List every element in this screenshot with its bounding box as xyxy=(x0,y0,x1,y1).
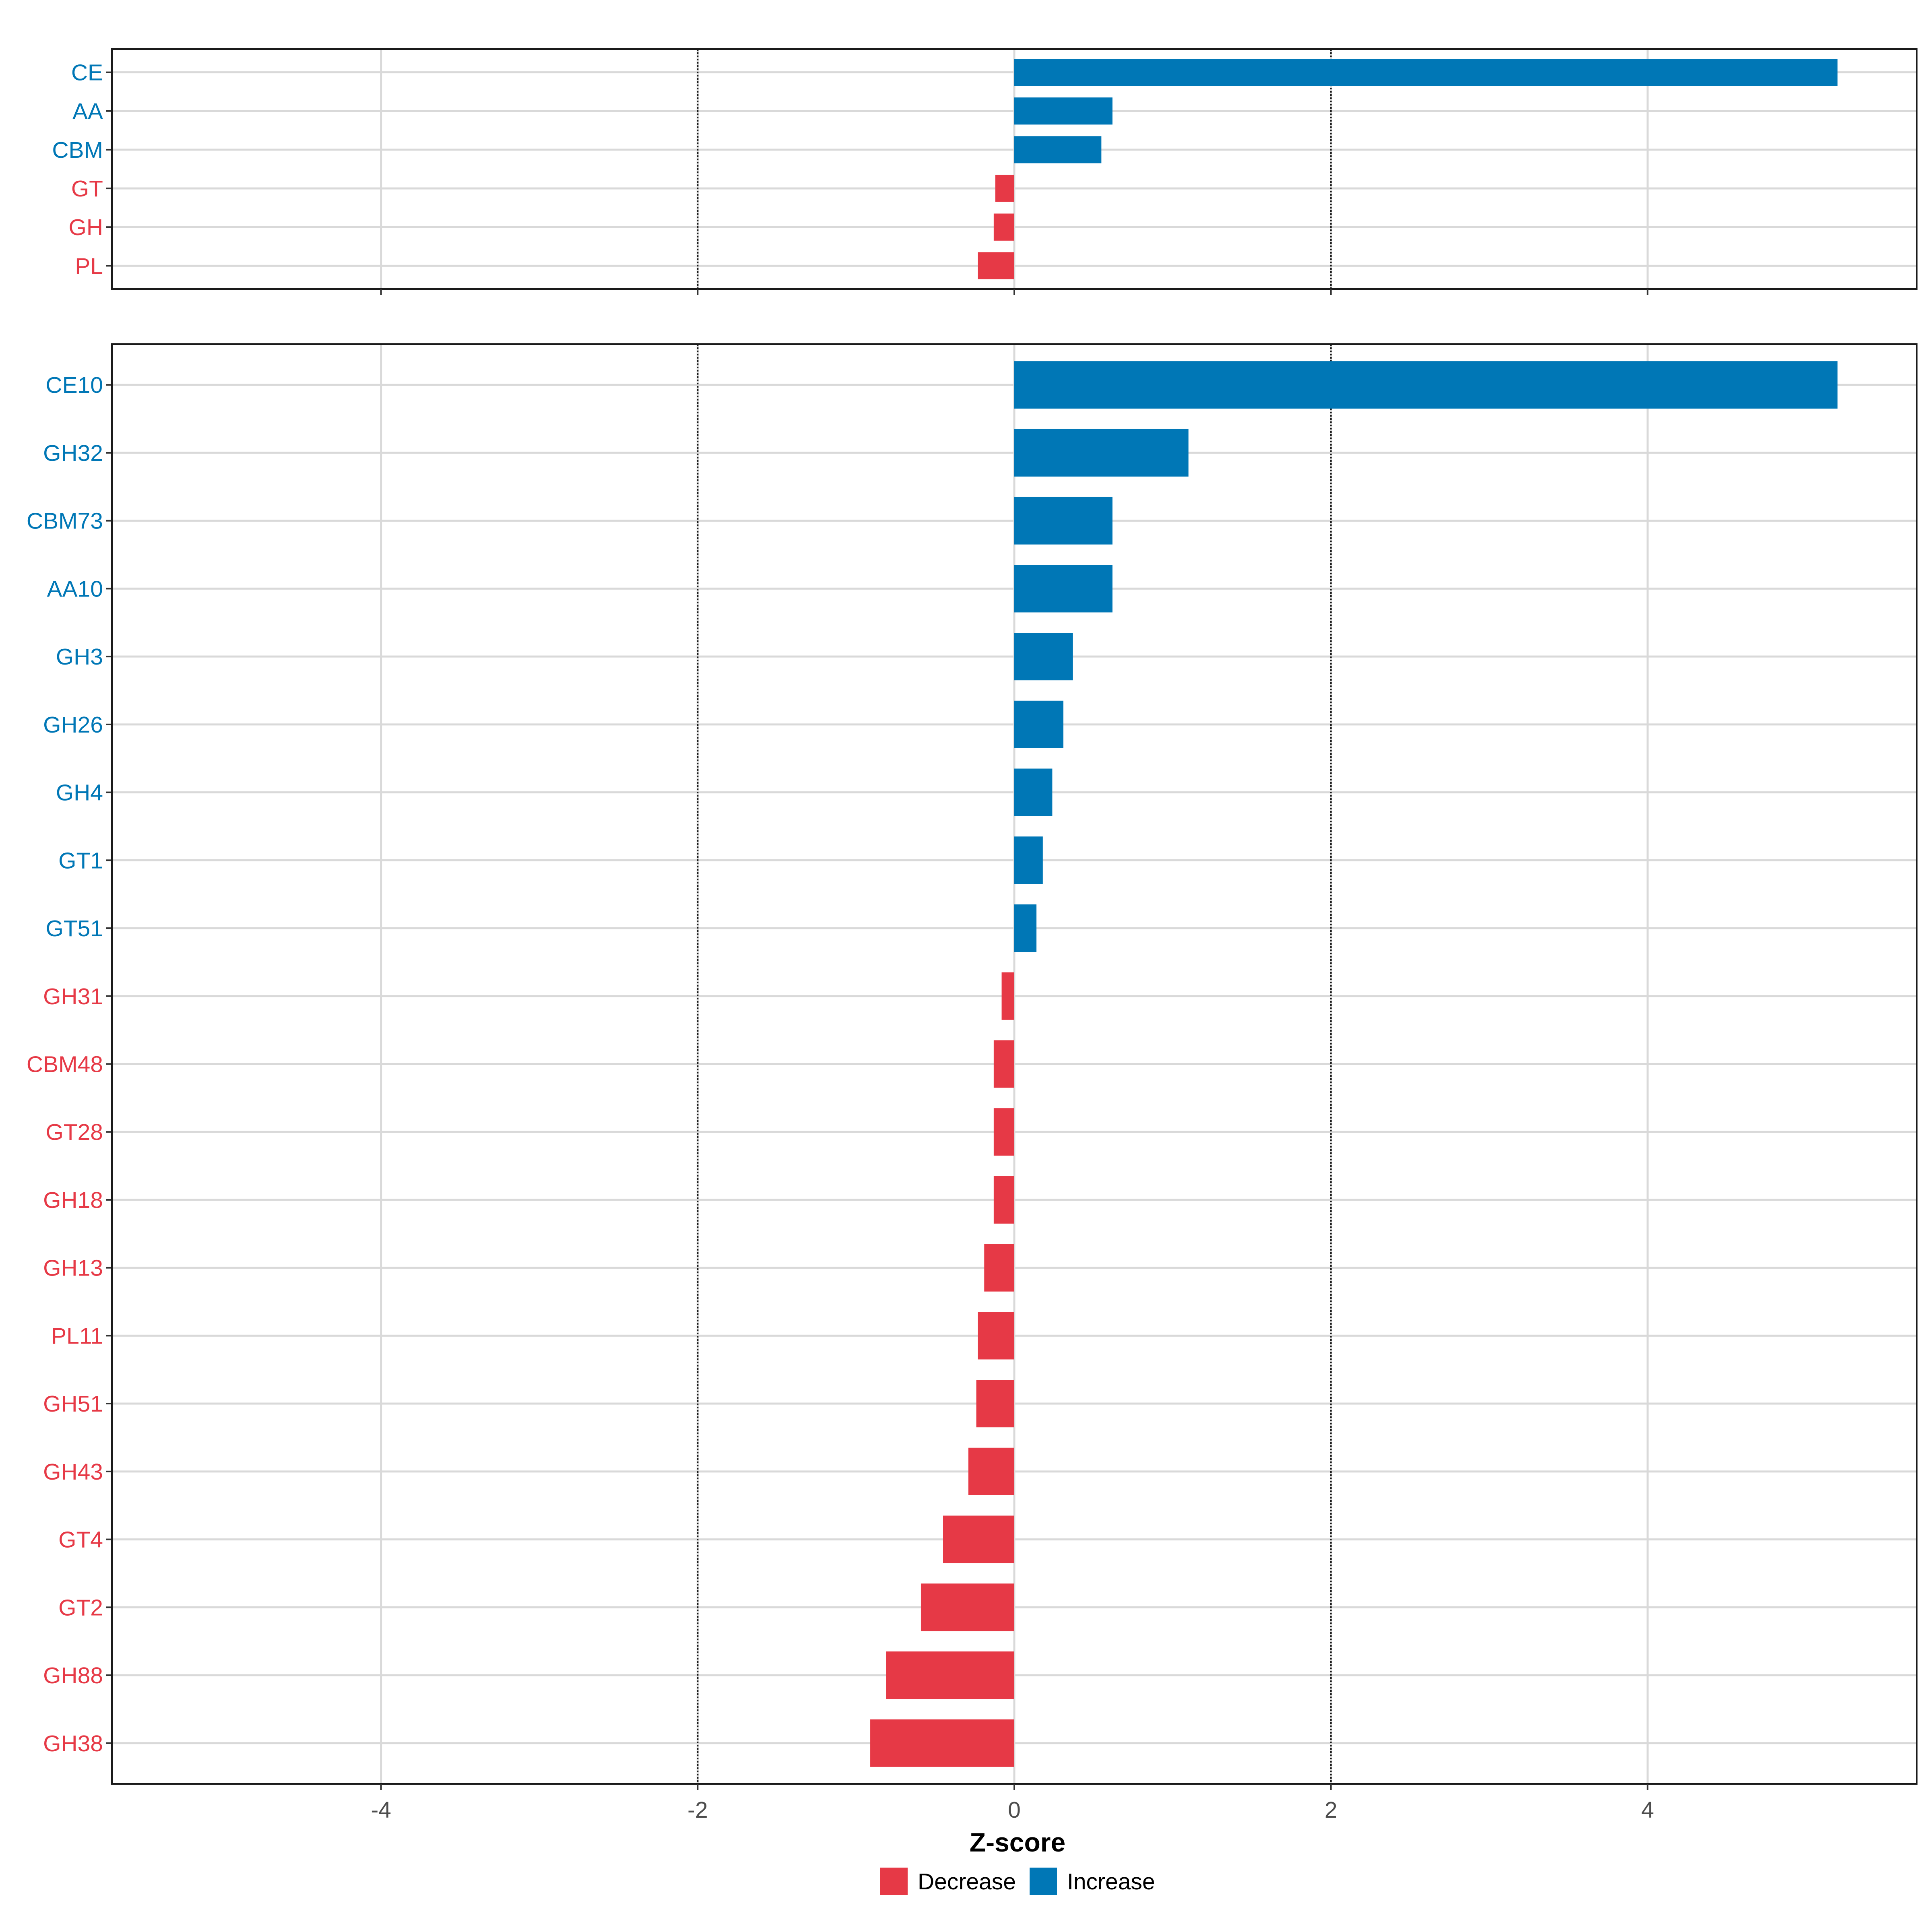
bar-aa10 xyxy=(1014,565,1113,613)
y-tick-label: GH xyxy=(69,215,103,240)
bar-pl11 xyxy=(978,1312,1014,1360)
y-tick-label: PL xyxy=(75,253,103,279)
bar-gt51 xyxy=(1014,904,1037,952)
y-tick-label: GH31 xyxy=(43,984,103,1009)
bar-cbm48 xyxy=(993,1040,1014,1088)
bar-aa xyxy=(1014,97,1113,125)
legend: Decrease Increase xyxy=(880,1868,1155,1895)
y-tick-label: CBM xyxy=(52,137,103,163)
y-tick-label: PL11 xyxy=(51,1323,103,1349)
bar-gh38 xyxy=(870,1719,1014,1767)
x-axis: -4 -2 0 2 4 xyxy=(371,1797,1654,1823)
x-tick-label: -4 xyxy=(371,1797,391,1823)
bar-gh31 xyxy=(1001,972,1014,1020)
y-tick-label: GH3 xyxy=(56,644,103,670)
y-tick-label: GT28 xyxy=(45,1119,103,1145)
panels: CE AA CBM GT GH PL CE10 GH32 CBM73 AA10 GH3 GH26 GH4… xyxy=(27,48,1918,1790)
y-tick-label: GH32 xyxy=(43,440,103,466)
y-tick-label: GH43 xyxy=(43,1459,103,1485)
bar-gt xyxy=(995,175,1014,202)
y-tick-label: CE10 xyxy=(45,372,103,398)
y-tick-label: CBM48 xyxy=(27,1052,103,1077)
bar-gh18 xyxy=(993,1176,1014,1224)
legend-label-increase: Increase xyxy=(1067,1869,1155,1895)
panel-1: CE AA CBM GT GH PL xyxy=(52,48,1918,295)
y-tick-label: GT51 xyxy=(45,916,103,941)
legend-swatch-increase xyxy=(1030,1868,1057,1895)
legend-label-decrease: Decrease xyxy=(918,1869,1016,1895)
bar-ce10 xyxy=(1014,361,1838,409)
bar-gh13 xyxy=(984,1244,1014,1292)
y-tick-label: GH18 xyxy=(43,1187,103,1213)
bar-gt1 xyxy=(1014,836,1043,884)
y-tick-label: CE xyxy=(71,60,103,86)
x-tick-label: 0 xyxy=(1008,1797,1021,1823)
panel-2: CE10 GH32 CBM73 AA10 GH3 GH26 GH4 GT1 GT51 GH31 CB… xyxy=(27,343,1918,1790)
bar-gh43 xyxy=(968,1447,1014,1495)
bar-gh32 xyxy=(1014,429,1189,477)
bar-cbm73 xyxy=(1014,497,1113,545)
y-tick-label: GH88 xyxy=(43,1663,103,1688)
y-tick-label: GH51 xyxy=(43,1391,103,1417)
bar-gh26 xyxy=(1014,700,1063,748)
y-tick-label: GT1 xyxy=(58,848,103,873)
y-tick-label: GT xyxy=(71,176,103,202)
bar-gt28 xyxy=(993,1108,1014,1156)
bar-gh51 xyxy=(976,1380,1014,1428)
y-tick-label: GH26 xyxy=(43,712,103,738)
x-tick-label: 4 xyxy=(1641,1797,1654,1823)
bar-ce xyxy=(1014,59,1838,86)
bar-gt2 xyxy=(921,1583,1014,1631)
x-tick-label: 2 xyxy=(1325,1797,1338,1823)
bar-gh88 xyxy=(886,1651,1014,1699)
bar-gh4 xyxy=(1014,768,1053,816)
y-tick-label: GH13 xyxy=(43,1255,103,1281)
bar-gh xyxy=(993,213,1014,241)
x-tick-label: -2 xyxy=(687,1797,708,1823)
bar-pl xyxy=(978,252,1014,279)
bar-gh3 xyxy=(1014,633,1073,681)
y-tick-label: GH38 xyxy=(43,1731,103,1757)
y-tick-label: AA10 xyxy=(47,576,103,602)
bar-gt4 xyxy=(943,1515,1014,1563)
x-axis-title: Z-score xyxy=(970,1827,1065,1857)
y-tick-label: GT4 xyxy=(58,1527,103,1553)
y-tick-label: GT2 xyxy=(58,1595,103,1620)
y-tick-label: GH4 xyxy=(56,780,103,806)
legend-swatch-decrease xyxy=(880,1868,908,1895)
bar-cbm xyxy=(1014,136,1102,163)
y-tick-label: AA xyxy=(72,99,103,124)
y-tick-label: CBM73 xyxy=(27,508,103,534)
